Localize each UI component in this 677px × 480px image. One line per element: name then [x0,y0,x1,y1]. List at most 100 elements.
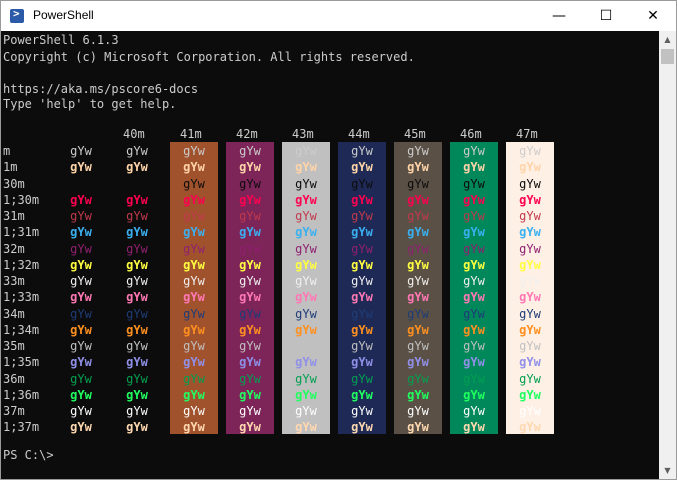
color-sample-cell: gYw [351,274,373,288]
color-sample-cell: gYw [463,404,485,418]
color-sample-cell: gYw [126,306,148,321]
column-header-41m: 41m [180,127,202,141]
color-sample-cell: gYw [126,225,148,240]
vertical-scrollbar[interactable]: ▲ ▼ [659,31,676,479]
minimize-button[interactable]: — [552,8,566,24]
color-sample-cell: gYw [295,290,317,305]
color-sample-cell: gYw [295,322,317,337]
bg-band-41m [170,142,218,434]
color-sample-cell: gYw [126,160,148,175]
color-sample-cell: gYw [183,404,205,418]
scroll-up-arrow-icon[interactable]: ▲ [664,35,671,44]
color-sample-cell: gYw [519,209,541,223]
color-sample-cell: gYw [407,176,429,191]
color-sample-cell: gYw [239,274,261,288]
color-sample-cell: gYw [351,339,373,353]
color-sample-cell: gYw [407,192,429,207]
color-sample-cell: gYw [295,420,317,435]
color-sample-cell: gYw [463,225,485,240]
color-sample-cell: gYw [239,420,261,435]
close-button[interactable]: ✕ [647,8,659,24]
color-sample-cell: gYw [239,209,261,223]
row-label: 1;31m [3,225,40,240]
color-sample-cell: gYw [295,339,317,353]
color-sample-cell: gYw [239,387,261,402]
color-sample-cell: gYw [183,160,205,175]
color-sample-cell: gYw [519,355,541,370]
color-sample-cell: gYw [239,241,261,256]
maximize-button[interactable]: ☐ [599,8,613,24]
color-sample-cell: gYw [239,306,261,321]
color-sample-cell: gYw [295,241,317,256]
color-sample-cell: gYw [351,404,373,418]
color-sample-cell: gYw [70,144,92,158]
color-sample-cell: gYw [70,225,92,240]
column-header-47m: 47m [516,127,538,141]
color-sample-cell: gYw [295,355,317,370]
color-sample-cell: gYw [183,420,205,435]
color-sample-cell: gYw [519,387,541,402]
color-sample-cell: gYw [183,322,205,337]
color-sample-cell: gYw [295,209,317,223]
color-sample-cell: gYw [126,209,148,223]
color-sample-cell: gYw [407,339,429,353]
color-sample-cell: gYw [463,274,485,288]
color-sample-cell: gYw [239,144,261,158]
color-sample-cell: gYw [407,257,429,272]
color-sample-cell: gYw [183,339,205,353]
color-sample-cell: gYw [407,144,429,158]
console-output[interactable]: PowerShell 6.1.3 Copyright (c) Microsoft… [1,31,659,479]
color-sample-cell: gYw [463,257,485,272]
window-title: PowerShell [33,8,94,22]
column-header-45m: 45m [404,127,426,141]
color-sample-cell: gYw [183,387,205,402]
color-sample-cell: gYw [351,322,373,337]
color-sample-cell: gYw [295,306,317,321]
color-sample-cell: gYw [407,371,429,386]
color-sample-cell: gYw [70,241,92,256]
color-sample-cell: gYw [519,274,541,288]
color-sample-cell: gYw [126,355,148,370]
color-sample-cell: gYw [239,290,261,305]
color-sample-cell: gYw [351,420,373,435]
color-sample-cell: gYw [351,144,373,158]
color-sample-cell: gYw [407,274,429,288]
console-prompt[interactable]: PS C:\> [3,448,54,462]
title-bar[interactable]: PowerShell — ☐ ✕ [1,1,676,31]
color-sample-cell: gYw [126,322,148,337]
color-sample-cell: gYw [463,339,485,353]
column-header-43m: 43m [292,127,314,141]
color-sample-cell: gYw [519,404,541,418]
row-label: 33m [3,274,25,288]
color-sample-cell: gYw [407,355,429,370]
color-sample-cell: gYw [463,420,485,435]
color-sample-cell: gYw [70,257,92,272]
color-sample-cell: gYw [463,371,485,386]
color-sample-cell: gYw [351,306,373,321]
color-sample-cell: gYw [351,176,373,191]
powershell-icon [10,7,24,23]
color-sample-cell: gYw [126,192,148,207]
color-sample-cell: gYw [519,241,541,256]
color-sample-cell: gYw [126,241,148,256]
color-sample-cell: gYw [70,339,92,353]
row-label: 34m [3,306,25,321]
scroll-thumb[interactable] [661,49,674,64]
color-sample-cell: gYw [126,387,148,402]
color-sample-cell: gYw [407,160,429,175]
color-sample-cell: gYw [183,209,205,223]
color-sample-cell: gYw [70,176,92,191]
color-sample-cell: gYw [519,257,541,272]
row-label: 35m [3,339,25,353]
console-line: Type 'help' to get help. [3,97,177,111]
color-sample-cell: gYw [239,257,261,272]
color-sample-cell: gYw [126,290,148,305]
color-sample-cell: gYw [463,176,485,191]
color-sample-cell: gYw [519,290,541,305]
row-label: 37m [3,404,25,418]
color-sample-cell: gYw [519,420,541,435]
bg-band-46m [450,142,498,434]
row-label: 1;34m [3,322,40,337]
scroll-down-arrow-icon[interactable]: ▼ [664,466,671,475]
